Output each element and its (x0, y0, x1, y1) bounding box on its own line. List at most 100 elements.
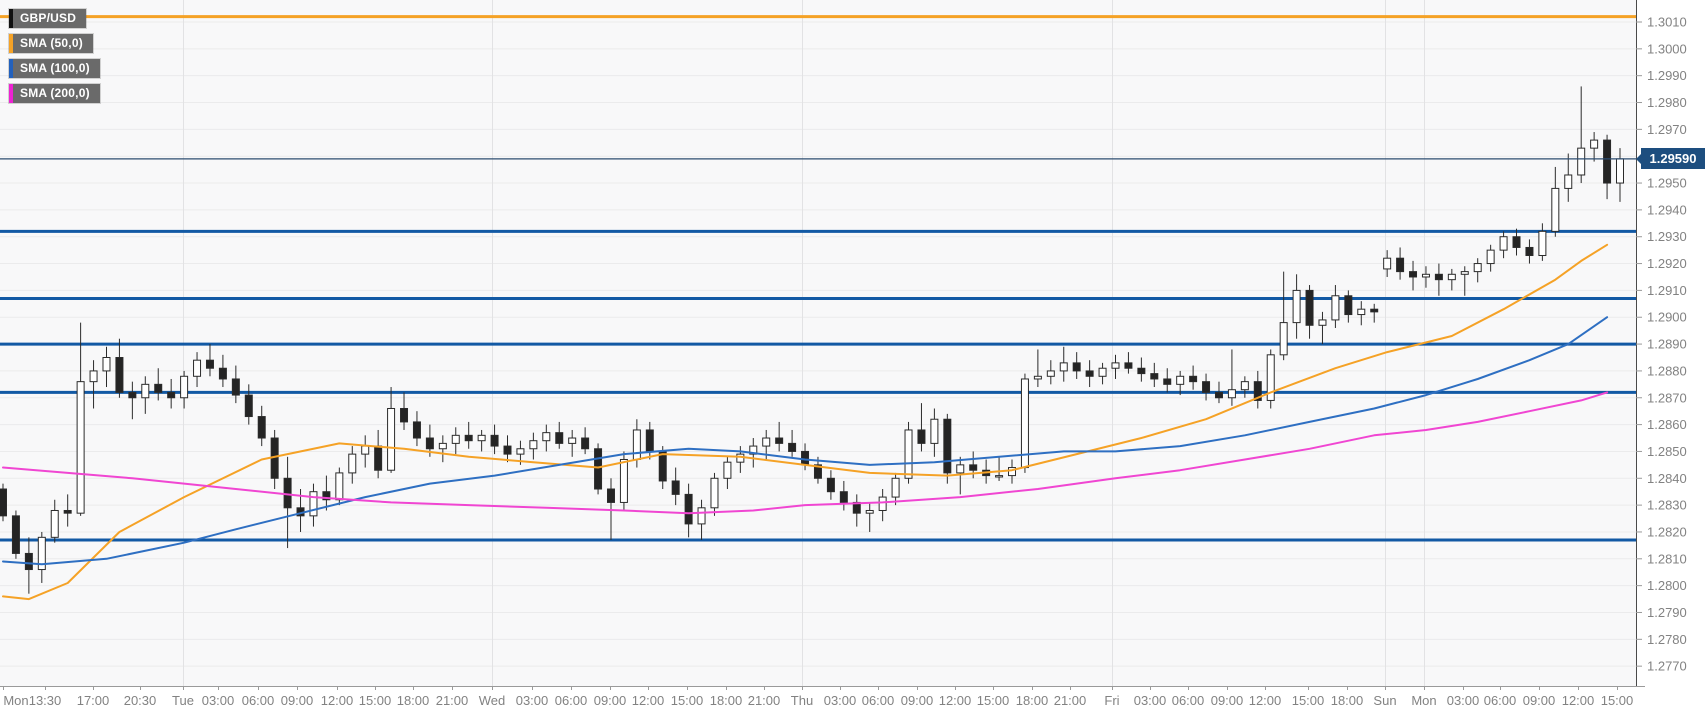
candle (826, 470, 835, 500)
candle-body-down (801, 450, 810, 466)
time-axis-label: 18:00 (1016, 693, 1049, 708)
candle-body-down (1163, 378, 1172, 385)
candle-body-down (283, 477, 292, 509)
candle-body-up (1564, 174, 1573, 189)
candle (1227, 349, 1236, 406)
candle (1344, 290, 1353, 323)
candle-body-up (516, 448, 525, 455)
time-axis[interactable]: Mon 13:30 17:00 20:30 Tue 03:00 06:00 09:00 12:0… (3, 686, 1633, 708)
candle-body-up (878, 496, 887, 511)
candle (1318, 311, 1327, 345)
candle-body-down (244, 394, 253, 418)
legend-item-sma100[interactable]: SMA (100,0) (9, 59, 100, 78)
price-axis-label: 1.2920 (1647, 256, 1687, 271)
price-axis[interactable]: 1.3010 1.3000 1.2990 1.2980 1.2970 1.2950 1.29… (1636, 15, 1687, 674)
candle-body-down (684, 493, 693, 525)
candle-body-down (813, 464, 822, 479)
candle (1214, 381, 1223, 404)
candle-body-up (529, 440, 538, 450)
candle-body-up (1227, 389, 1236, 399)
candle (1305, 285, 1314, 339)
candle-body-down (1409, 271, 1418, 278)
legend-item-sma50[interactable]: SMA (50,0) (9, 34, 93, 53)
time-axis-label: 03:00 (1447, 693, 1480, 708)
candle-body-down (205, 359, 214, 369)
candle (1189, 365, 1198, 390)
time-axis-label: 12:00 (321, 693, 354, 708)
candle-body-down (1603, 139, 1612, 184)
candle (995, 456, 1004, 481)
candle (1020, 373, 1029, 473)
time-axis-label: 06:00 (1484, 693, 1517, 708)
candle-body-up (568, 437, 577, 444)
price-axis-label: 1.2880 (1647, 363, 1687, 378)
candle (1512, 228, 1521, 256)
candle-body-up (1318, 319, 1327, 326)
candle-body-up (1059, 362, 1068, 372)
candle (167, 378, 176, 409)
price-axis-label: 1.2850 (1647, 444, 1687, 459)
candle-body-up (309, 491, 318, 517)
price-axis-label: 1.2950 (1647, 176, 1687, 191)
candle-body-down (1370, 308, 1379, 313)
candle-body-up (1033, 375, 1042, 380)
candle (503, 435, 512, 463)
candle (322, 475, 331, 511)
time-axis-label: Fri (1104, 693, 1119, 708)
price-axis-label: 1.2980 (1647, 95, 1687, 110)
time-axis-label: 18:00 (397, 693, 430, 708)
candle-body-up (542, 432, 551, 442)
candle-body-up (930, 418, 939, 444)
candle (1085, 360, 1094, 388)
time-axis-label: 15:00 (359, 693, 392, 708)
candle-body-up (335, 472, 344, 501)
candle-body-down (671, 480, 680, 495)
candle (1266, 349, 1275, 409)
candle-body-down (115, 357, 124, 393)
candle-body-up (995, 475, 1004, 478)
candle (684, 483, 693, 538)
candle-body-down (1202, 381, 1211, 393)
time-axis-label: 21:00 (1054, 693, 1087, 708)
candle-body-down (1189, 375, 1198, 383)
time-axis-label: 13:30 (29, 693, 62, 708)
candle (594, 443, 603, 495)
candle-body-up (956, 464, 965, 474)
price-axis-label: 1.2870 (1647, 390, 1687, 405)
candle-body-up (50, 509, 59, 538)
candle (244, 384, 253, 425)
price-axis-label: 1.2900 (1647, 310, 1687, 325)
candle-body-down (917, 429, 926, 444)
candle (619, 451, 628, 511)
candle (205, 344, 214, 377)
candle-body-up (1590, 139, 1599, 149)
price-axis-label: 1.2800 (1647, 578, 1687, 593)
candle-body-up (76, 381, 85, 514)
candle (542, 424, 551, 452)
time-axis-label: 17:00 (77, 693, 110, 708)
price-axis-label: 1.2840 (1647, 471, 1687, 486)
candle (1137, 357, 1146, 382)
candle (63, 494, 72, 527)
candle (1124, 352, 1133, 374)
legend-item-instrument[interactable]: GBP/USD (9, 9, 87, 28)
candle (775, 421, 784, 452)
candle (1046, 360, 1055, 385)
candle (568, 429, 577, 457)
legend-item-sma200[interactable]: SMA (200,0) (9, 84, 100, 103)
candle-body-down (555, 432, 564, 444)
candle (89, 360, 98, 409)
candle (1008, 459, 1017, 484)
candle-body-down (154, 383, 163, 393)
candle-body-up (697, 507, 706, 525)
candle (788, 429, 797, 457)
candle-body-up (1538, 230, 1547, 257)
candle-body-down (167, 391, 176, 399)
candle (438, 435, 447, 463)
price-axis-label: 1.2930 (1647, 229, 1687, 244)
candle-body-down (1214, 391, 1223, 399)
candle (1473, 258, 1482, 283)
candle-body-up (1279, 322, 1288, 356)
